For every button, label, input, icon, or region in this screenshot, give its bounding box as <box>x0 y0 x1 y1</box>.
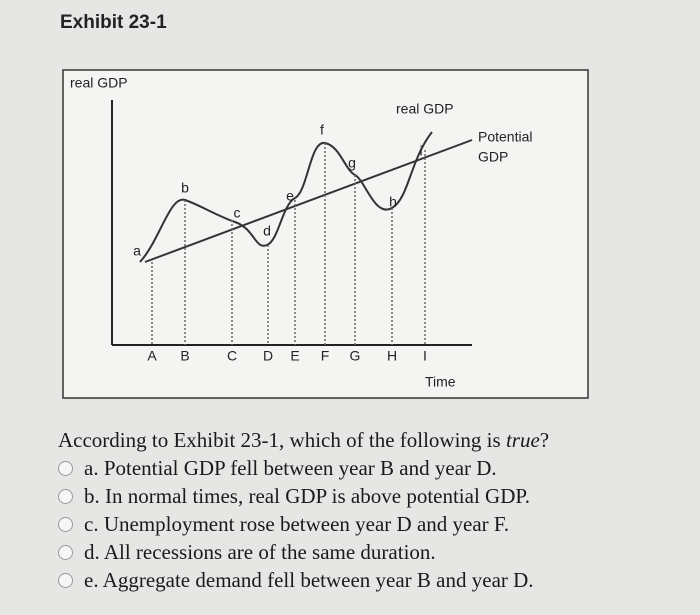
radio-button[interactable] <box>58 489 73 504</box>
question: According to Exhibit 23-1, which of the … <box>58 426 549 592</box>
option: c. Unemployment rose between year D and … <box>58 510 549 538</box>
point-label: b <box>181 180 189 196</box>
time-label: B <box>180 348 189 364</box>
point-label: d <box>263 223 271 239</box>
option-text: c. Unemployment rose between year D and … <box>84 512 510 536</box>
option: e. Aggregate demand fell between year B … <box>58 566 549 594</box>
radio-button[interactable] <box>58 573 73 588</box>
option: a. Potential GDP fell between year B and… <box>58 454 549 482</box>
line-label-group: Potential GDP <box>478 129 532 165</box>
time-markers: a b c d e f g h i A B C D E F G H I <box>133 122 427 364</box>
time-label: G <box>350 348 361 364</box>
time-label: H <box>387 348 397 364</box>
point-label: h <box>389 194 397 210</box>
radio-button[interactable] <box>58 517 73 532</box>
real-gdp-curve <box>139 131 433 263</box>
exhibit-title: Exhibit 23-1 <box>60 12 167 33</box>
point-label: e <box>286 188 294 204</box>
point-label: c <box>234 205 241 221</box>
question-text: According to Exhibit 23-1, which of the … <box>58 426 549 454</box>
option-text: a. Potential GDP fell between year B and… <box>84 456 497 480</box>
time-label: A <box>147 348 157 364</box>
options: a. Potential GDP fell between year B and… <box>58 454 549 592</box>
option-text: b. In normal times, real GDP is above po… <box>84 484 530 508</box>
potential-gdp-line <box>144 139 473 263</box>
time-label: C <box>227 348 237 364</box>
x-axis-label: Time <box>425 374 456 390</box>
question-suffix: ? <box>539 428 550 452</box>
option: b. In normal times, real GDP is above po… <box>58 482 549 510</box>
question-emphasis: true <box>505 428 540 452</box>
point-label: i <box>419 143 422 159</box>
curve-label: real GDP <box>396 101 454 117</box>
question-prefix: According to Exhibit 23-1, which of the … <box>58 428 506 452</box>
option: d. All recessions are of the same durati… <box>58 538 549 566</box>
line-label: GDP <box>478 149 508 165</box>
y-axis-label: real GDP <box>70 75 128 91</box>
radio-button[interactable] <box>58 545 73 560</box>
option-text: d. All recessions are of the same durati… <box>84 540 436 564</box>
point-label: f <box>320 122 324 138</box>
time-label: D <box>263 348 273 364</box>
line-label: Potential <box>478 129 532 145</box>
option-text: e. Aggregate demand fell between year B … <box>84 568 534 592</box>
point-label: g <box>348 155 356 171</box>
time-label: I <box>423 348 427 364</box>
time-label: F <box>321 348 330 364</box>
point-label: a <box>133 243 141 259</box>
time-label: E <box>290 348 299 364</box>
radio-button[interactable] <box>58 461 73 476</box>
